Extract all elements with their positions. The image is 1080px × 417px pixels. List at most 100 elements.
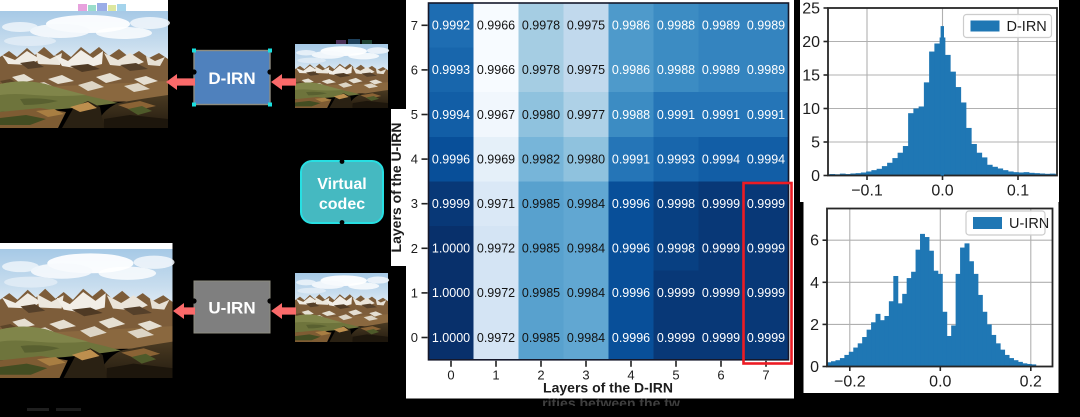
svg-text:D-IRN: D-IRN — [208, 69, 255, 88]
svg-text:0.9996: 0.9996 — [612, 197, 650, 211]
svg-text:0.9982: 0.9982 — [522, 152, 560, 166]
svg-text:0.9996: 0.9996 — [432, 152, 470, 166]
svg-text:0.9991: 0.9991 — [702, 108, 740, 122]
svg-text:0.9972: 0.9972 — [477, 286, 515, 300]
svg-text:0.9994: 0.9994 — [747, 152, 785, 166]
svg-text:U-IRN: U-IRN — [1009, 216, 1049, 232]
svg-text:Layers of the D-IRN: Layers of the D-IRN — [543, 380, 673, 396]
svg-text:0.9972: 0.9972 — [477, 331, 515, 345]
svg-text:0.9999: 0.9999 — [702, 331, 740, 345]
svg-text:U-IRN: U-IRN — [208, 299, 255, 318]
svg-text:5: 5 — [672, 367, 679, 382]
svg-text:7: 7 — [411, 18, 418, 33]
svg-text:1: 1 — [411, 285, 418, 300]
svg-text:0.9989: 0.9989 — [747, 19, 785, 33]
svg-text:0.9999: 0.9999 — [432, 197, 470, 211]
svg-text:20: 20 — [802, 34, 820, 51]
svg-text:0.9978: 0.9978 — [522, 19, 560, 33]
svg-text:0.9998: 0.9998 — [657, 197, 695, 211]
svg-text:1.0000: 1.0000 — [432, 331, 470, 345]
svg-text:6: 6 — [717, 367, 724, 382]
svg-text:0.0: 0.0 — [929, 374, 951, 391]
svg-text:0.9985: 0.9985 — [522, 197, 560, 211]
svg-text:25: 25 — [802, 1, 820, 18]
svg-text:0.1: 0.1 — [1007, 183, 1029, 200]
svg-text:0.9971: 0.9971 — [477, 197, 515, 211]
svg-text:3: 3 — [582, 367, 589, 382]
svg-text:0.9999: 0.9999 — [747, 242, 785, 256]
svg-text:0.9993: 0.9993 — [657, 152, 695, 166]
svg-text:0.9985: 0.9985 — [522, 242, 560, 256]
svg-text:5: 5 — [411, 107, 418, 122]
svg-text:0.9980: 0.9980 — [522, 108, 560, 122]
svg-text:0: 0 — [447, 367, 454, 382]
svg-text:0.9986: 0.9986 — [612, 19, 650, 33]
svg-text:0.9985: 0.9985 — [522, 331, 560, 345]
svg-text:0: 0 — [811, 168, 820, 185]
svg-text:0.0: 0.0 — [931, 183, 953, 200]
svg-text:0: 0 — [411, 330, 418, 345]
svg-text:0: 0 — [810, 359, 819, 376]
svg-text:0.9994: 0.9994 — [432, 108, 470, 122]
svg-text:0.9999: 0.9999 — [702, 286, 740, 300]
svg-text:0.9998: 0.9998 — [657, 242, 695, 256]
svg-text:2: 2 — [810, 317, 819, 334]
svg-text:0.9996: 0.9996 — [612, 242, 650, 256]
svg-text:6: 6 — [810, 233, 819, 250]
svg-text:0.9984: 0.9984 — [567, 242, 605, 256]
svg-text:D-IRN: D-IRN — [1007, 19, 1047, 35]
svg-text:−0.1: −0.1 — [851, 183, 883, 200]
svg-text:0.9975: 0.9975 — [567, 19, 605, 33]
svg-text:0.9996: 0.9996 — [612, 331, 650, 345]
svg-text:2: 2 — [411, 241, 418, 256]
svg-text:4: 4 — [627, 367, 634, 382]
svg-text:0.9999: 0.9999 — [657, 331, 695, 345]
svg-text:0.9969: 0.9969 — [477, 152, 515, 166]
svg-text:4: 4 — [411, 152, 418, 167]
svg-text:−0.2: −0.2 — [834, 374, 866, 391]
svg-text:Virtual: Virtual — [317, 176, 367, 193]
svg-text:0.9984: 0.9984 — [567, 331, 605, 345]
svg-text:0.9991: 0.9991 — [612, 152, 650, 166]
svg-text:0.9999: 0.9999 — [747, 286, 785, 300]
svg-text:0.9980: 0.9980 — [567, 152, 605, 166]
svg-text:0.9992: 0.9992 — [432, 19, 470, 33]
svg-text:0.9988: 0.9988 — [657, 63, 695, 77]
svg-text:1: 1 — [492, 367, 499, 382]
svg-text:0.9989: 0.9989 — [702, 19, 740, 33]
svg-text:7: 7 — [762, 367, 769, 382]
svg-text:0.9991: 0.9991 — [747, 108, 785, 122]
svg-text:3: 3 — [411, 196, 418, 211]
svg-text:0.9977: 0.9977 — [567, 108, 605, 122]
svg-text:5: 5 — [811, 135, 820, 152]
svg-text:0.9972: 0.9972 — [477, 242, 515, 256]
svg-text:rities between the tw: rities between the tw — [542, 395, 680, 411]
svg-text:0.9989: 0.9989 — [747, 63, 785, 77]
svg-text:0.9978: 0.9978 — [522, 63, 560, 77]
svg-text:0.9999: 0.9999 — [657, 286, 695, 300]
svg-text:0.9984: 0.9984 — [567, 286, 605, 300]
svg-text:0.9996: 0.9996 — [612, 286, 650, 300]
svg-text:10: 10 — [802, 101, 820, 118]
svg-text:15: 15 — [802, 68, 820, 85]
svg-text:4: 4 — [810, 275, 819, 292]
svg-text:0.9999: 0.9999 — [747, 331, 785, 345]
svg-text:0.9994: 0.9994 — [702, 152, 740, 166]
svg-text:0.9967: 0.9967 — [477, 108, 515, 122]
svg-text:0.9988: 0.9988 — [657, 19, 695, 33]
svg-text:codec: codec — [319, 196, 365, 213]
svg-text:0.9966: 0.9966 — [477, 19, 515, 33]
svg-text:0.9993: 0.9993 — [432, 63, 470, 77]
svg-text:0.9999: 0.9999 — [702, 242, 740, 256]
svg-text:6: 6 — [411, 62, 418, 77]
svg-text:0.2: 0.2 — [1020, 374, 1042, 391]
svg-text:0.9984: 0.9984 — [567, 197, 605, 211]
svg-text:0.9988: 0.9988 — [612, 108, 650, 122]
svg-text:0.9999: 0.9999 — [747, 197, 785, 211]
svg-text:0.9999: 0.9999 — [702, 197, 740, 211]
svg-text:Layers of the U-IRN: Layers of the U-IRN — [388, 123, 404, 253]
svg-text:0.9975: 0.9975 — [567, 63, 605, 77]
svg-text:0.9966: 0.9966 — [477, 63, 515, 77]
svg-text:0.9989: 0.9989 — [702, 63, 740, 77]
svg-text:2: 2 — [537, 367, 544, 382]
